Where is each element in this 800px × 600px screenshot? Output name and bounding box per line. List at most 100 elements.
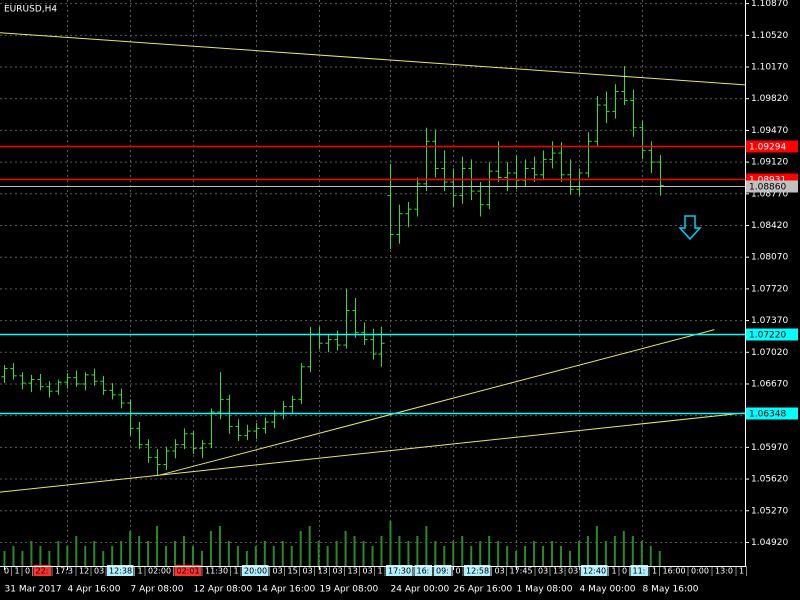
session-label: 0 xyxy=(25,567,30,576)
volume-bar xyxy=(461,536,464,566)
volume-bar xyxy=(281,541,284,566)
volume-bar xyxy=(434,541,437,566)
session-label: 1 xyxy=(138,567,143,576)
volume-bar xyxy=(631,536,634,566)
volume-bar xyxy=(84,546,87,566)
volume-bar xyxy=(156,526,159,566)
y-tick-label: 1.10170 xyxy=(751,63,788,73)
session-label: 02:00 xyxy=(148,567,171,576)
session-label: 1 xyxy=(612,567,617,576)
volume-bar xyxy=(21,551,24,566)
volume-bar xyxy=(604,541,607,566)
volume-bar xyxy=(308,526,311,566)
session-tag xyxy=(242,565,269,576)
volume-bar xyxy=(30,541,33,566)
volume-bar xyxy=(299,531,302,566)
volume-bar xyxy=(443,546,446,566)
session-label: 0 xyxy=(622,567,627,576)
y-tick-label: 1.10520 xyxy=(751,31,788,41)
volume-bar xyxy=(317,541,320,566)
session-tag xyxy=(107,565,134,576)
session-label: 13 xyxy=(553,567,563,576)
session-label: 1 xyxy=(234,567,239,576)
session-label: 03 xyxy=(303,567,313,576)
y-tick-label: 1.09820 xyxy=(751,94,788,104)
volume-bar xyxy=(389,521,392,566)
volume-bar xyxy=(344,531,347,566)
volume-bar xyxy=(398,536,401,566)
x-tick-label: 26 Apr 16:00 xyxy=(454,585,513,595)
session-label: 17:3 xyxy=(55,567,73,576)
volume-bar xyxy=(640,541,643,566)
volume-bar xyxy=(371,546,374,566)
y-tick-label: 1.05620 xyxy=(751,475,788,485)
volume-bar xyxy=(138,536,141,566)
session-label: 12:38 xyxy=(109,567,132,576)
session-label: 09: xyxy=(436,567,449,576)
volume-bar xyxy=(236,546,239,566)
x-tick-label: 7 Apr 08:00 xyxy=(131,585,184,595)
session-label: 13 xyxy=(348,567,358,576)
session-label: 20:00 xyxy=(244,567,267,576)
volume-bar xyxy=(290,546,293,566)
volume-bar xyxy=(533,541,536,566)
volume-bar xyxy=(75,536,78,566)
session-label: 13 xyxy=(318,567,328,576)
session-label: 02:01 xyxy=(177,567,200,576)
volume-bar xyxy=(111,546,114,566)
session-label: 03 xyxy=(538,567,548,576)
volume-bar xyxy=(353,536,356,566)
volume-bar xyxy=(577,541,580,566)
volume-bar xyxy=(48,551,51,566)
volume-bar xyxy=(200,551,203,566)
session-tag xyxy=(581,565,608,576)
sell-arrow xyxy=(678,215,702,241)
y-tick-label: 1.09120 xyxy=(751,158,788,168)
volume-bar xyxy=(658,551,661,566)
volume-bar xyxy=(470,546,473,566)
x-tick-label: 14 Apr 16:00 xyxy=(257,585,316,595)
volume-bar xyxy=(227,541,230,566)
x-tick-label: 8 May 16:00 xyxy=(643,585,699,595)
x-tick-label: 12 Apr 08:00 xyxy=(194,585,253,595)
volume-bar xyxy=(479,541,482,566)
trendline xyxy=(159,329,715,476)
session-label: 11:30 xyxy=(205,567,228,576)
volume-bar xyxy=(93,541,96,566)
volume-bar xyxy=(191,546,194,566)
volume-bar xyxy=(551,541,554,566)
session-label: 12:40 xyxy=(583,567,606,576)
volume-bar xyxy=(120,541,123,566)
y-tick-label: 1.08070 xyxy=(751,253,788,263)
trendline xyxy=(0,32,746,86)
price-level-label: 1.06348 xyxy=(749,410,786,420)
session-label: 17:45 xyxy=(510,567,533,576)
session-label: 03 xyxy=(363,567,373,576)
session-tag xyxy=(386,565,413,576)
session-label: 12 xyxy=(79,567,89,576)
session-tag xyxy=(434,565,452,576)
price-level-label: 1.07220 xyxy=(749,331,786,341)
volume-bar xyxy=(254,546,257,566)
session-label: 16:00 xyxy=(663,567,686,576)
volume-bar xyxy=(425,526,428,566)
session-label: 0:00 xyxy=(691,567,709,576)
volume-bar xyxy=(497,541,500,566)
volume-bar xyxy=(326,546,329,566)
session-label: 03 xyxy=(273,567,283,576)
y-tick-label: 1.07370 xyxy=(751,316,788,326)
session-label: 0 xyxy=(4,567,9,576)
session-label: 1 xyxy=(739,567,744,576)
session-label: 1 xyxy=(652,567,657,576)
x-tick-label: 4 Apr 16:00 xyxy=(68,585,121,595)
overlay-layer: 1.092941.089311.088601.072201.0634801022… xyxy=(0,32,798,576)
y-tick-label: 1.10870 xyxy=(751,0,788,9)
x-tick-label: 24 Apr 00:00 xyxy=(391,585,450,595)
session-label: 03 xyxy=(495,567,505,576)
volume-bar xyxy=(416,536,419,566)
volume-bar xyxy=(272,546,275,566)
session-label: 0 xyxy=(456,567,461,576)
